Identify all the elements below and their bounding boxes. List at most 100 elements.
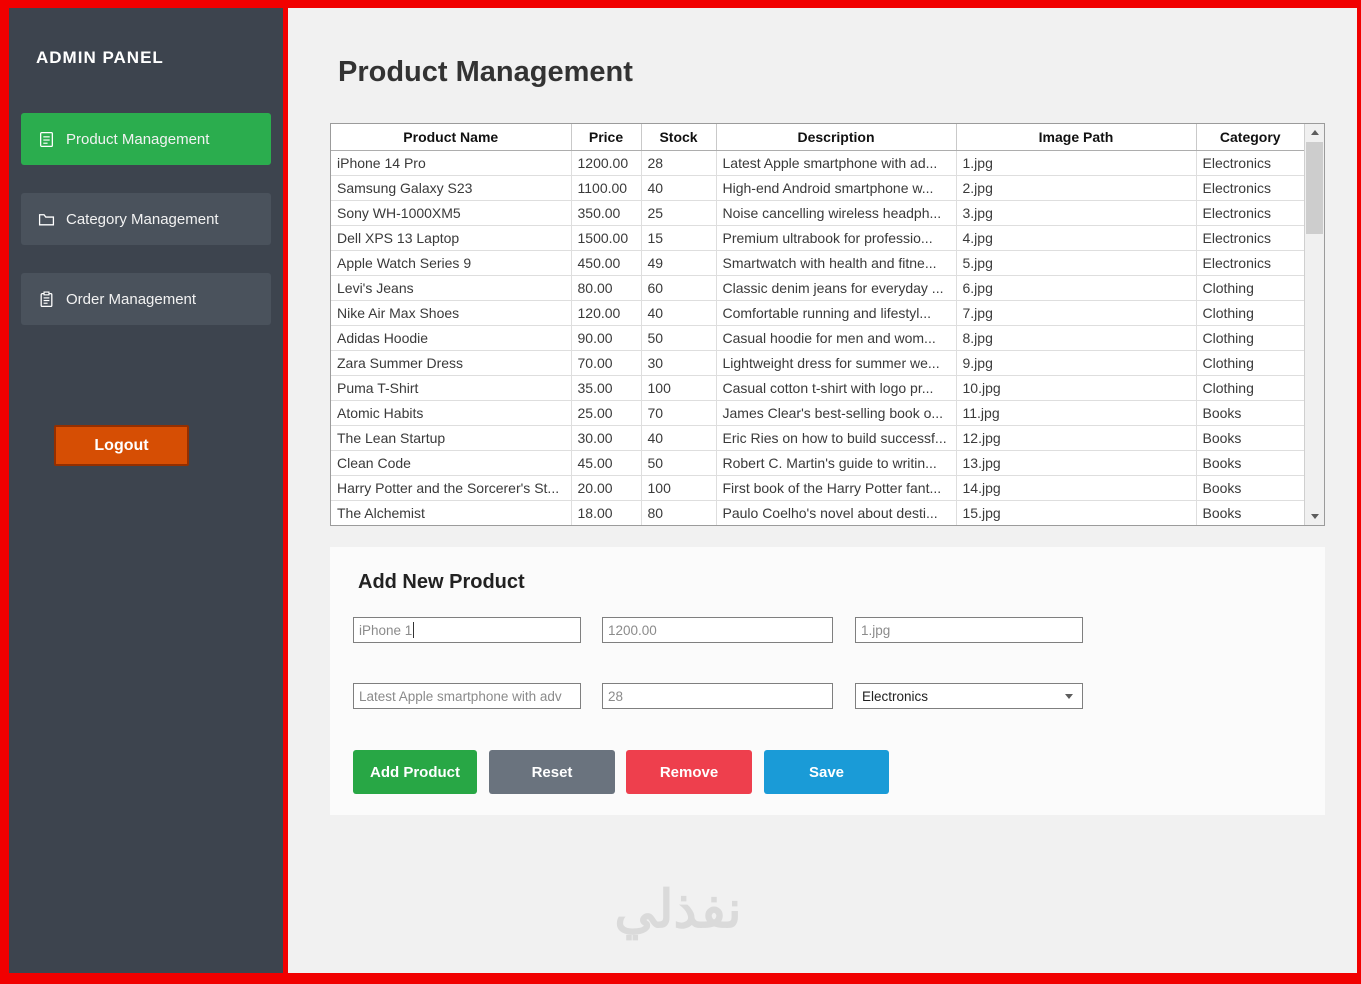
logout-button[interactable]: Logout: [54, 425, 189, 466]
table-cell[interactable]: Noise cancelling wireless headph...: [716, 200, 957, 226]
table-row[interactable]: Zara Summer Dress 70.00 30 Lightweight dres…: [331, 350, 1304, 376]
table-cell[interactable]: Harry Potter and the Sorcerer's St...: [331, 475, 572, 501]
column-header[interactable]: Description: [716, 124, 957, 151]
category-select[interactable]: Electronics: [855, 683, 1083, 709]
table-cell[interactable]: 40: [641, 175, 717, 201]
table-row[interactable]: Apple Watch Series 9 450.00 49 Smartwatch w…: [331, 250, 1304, 276]
table-cell[interactable]: 9.jpg: [956, 350, 1197, 376]
table-row[interactable]: Atomic Habits 25.00 70 James Clear's best-s…: [331, 400, 1304, 426]
table-cell[interactable]: Samsung Galaxy S23: [331, 175, 572, 201]
table-cell[interactable]: 7.jpg: [956, 300, 1197, 326]
table-cell[interactable]: Casual cotton t-shirt with logo pr...: [716, 375, 957, 401]
table-cell[interactable]: 25: [641, 200, 717, 226]
stock-input[interactable]: 28: [602, 683, 833, 709]
price-input[interactable]: 1200.00: [602, 617, 833, 643]
table-cell[interactable]: Zara Summer Dress: [331, 350, 572, 376]
add-product-button[interactable]: Add Product: [353, 750, 477, 794]
table-cell[interactable]: Puma T-Shirt: [331, 375, 572, 401]
table-row[interactable]: iPhone 14 Pro 1200.00 28 Latest Apple smart…: [331, 150, 1304, 176]
table-cell[interactable]: 8.jpg: [956, 325, 1197, 351]
table-cell[interactable]: Books: [1196, 475, 1304, 501]
table-cell[interactable]: Nike Air Max Shoes: [331, 300, 572, 326]
image-path-input[interactable]: 1.jpg: [855, 617, 1083, 643]
table-cell[interactable]: Casual hoodie for men and wom...: [716, 325, 957, 351]
table-cell[interactable]: Atomic Habits: [331, 400, 572, 426]
table-cell[interactable]: Clothing: [1196, 325, 1304, 351]
table-cell[interactable]: Electronics: [1196, 250, 1304, 276]
table-cell[interactable]: Classic denim jeans for everyday ...: [716, 275, 957, 301]
table-scrollbar[interactable]: [1304, 124, 1324, 525]
table-cell[interactable]: 1500.00: [571, 225, 642, 251]
sidebar-item-order-management[interactable]: Order Management: [21, 273, 271, 325]
table-cell[interactable]: Clothing: [1196, 300, 1304, 326]
table-cell[interactable]: Electronics: [1196, 150, 1304, 176]
table-row[interactable]: Clean Code 45.00 50 Robert C. Martin's guid…: [331, 450, 1304, 476]
table-cell[interactable]: Paulo Coelho's novel about desti...: [716, 500, 957, 525]
scroll-up-button[interactable]: [1305, 124, 1324, 141]
table-cell[interactable]: 12.jpg: [956, 425, 1197, 451]
table-cell[interactable]: 11.jpg: [956, 400, 1197, 426]
sidebar-item-category-management[interactable]: Category Management: [21, 193, 271, 245]
table-row[interactable]: The Lean Startup 30.00 40 Eric Ries on how …: [331, 425, 1304, 451]
table-cell[interactable]: 30.00: [571, 425, 642, 451]
table-cell[interactable]: 1.jpg: [956, 150, 1197, 176]
table-cell[interactable]: 4.jpg: [956, 225, 1197, 251]
table-row[interactable]: Harry Potter and the Sorcerer's St... 20.…: [331, 475, 1304, 501]
table-cell[interactable]: 13.jpg: [956, 450, 1197, 476]
column-header[interactable]: Stock: [641, 124, 717, 151]
table-cell[interactable]: 40: [641, 425, 717, 451]
table-cell[interactable]: 35.00: [571, 375, 642, 401]
table-cell[interactable]: Clothing: [1196, 350, 1304, 376]
table-cell[interactable]: High-end Android smartphone w...: [716, 175, 957, 201]
table-cell[interactable]: Apple Watch Series 9: [331, 250, 572, 276]
table-cell[interactable]: Clothing: [1196, 275, 1304, 301]
table-cell[interactable]: 15.jpg: [956, 500, 1197, 525]
table-cell[interactable]: James Clear's best-selling book o...: [716, 400, 957, 426]
table-cell[interactable]: Sony WH-1000XM5: [331, 200, 572, 226]
table-cell[interactable]: iPhone 14 Pro: [331, 150, 572, 176]
table-cell[interactable]: Eric Ries on how to build successf...: [716, 425, 957, 451]
table-cell[interactable]: Levi's Jeans: [331, 275, 572, 301]
table-cell[interactable]: 14.jpg: [956, 475, 1197, 501]
scroll-down-button[interactable]: [1305, 508, 1324, 525]
table-cell[interactable]: The Alchemist: [331, 500, 572, 525]
table-cell[interactable]: Smartwatch with health and fitne...: [716, 250, 957, 276]
table-cell[interactable]: 80.00: [571, 275, 642, 301]
table-cell[interactable]: 3.jpg: [956, 200, 1197, 226]
table-cell[interactable]: 70: [641, 400, 717, 426]
table-row[interactable]: Samsung Galaxy S23 1100.00 40 High-end Andr…: [331, 175, 1304, 201]
table-cell[interactable]: 50: [641, 450, 717, 476]
remove-button[interactable]: Remove: [626, 750, 752, 794]
table-cell[interactable]: Books: [1196, 500, 1304, 525]
sidebar-item-product-management[interactable]: Product Management: [21, 113, 271, 165]
table-cell[interactable]: Robert C. Martin's guide to writin...: [716, 450, 957, 476]
table-cell[interactable]: 30: [641, 350, 717, 376]
table-cell[interactable]: 18.00: [571, 500, 642, 525]
column-header[interactable]: Category: [1196, 124, 1304, 151]
table-cell[interactable]: 10.jpg: [956, 375, 1197, 401]
table-cell[interactable]: 28: [641, 150, 717, 176]
table-row[interactable]: Adidas Hoodie 90.00 50 Casual hoodie for me…: [331, 325, 1304, 351]
table-cell[interactable]: The Lean Startup: [331, 425, 572, 451]
table-cell[interactable]: Adidas Hoodie: [331, 325, 572, 351]
table-row[interactable]: The Alchemist 18.00 80 Paulo Coelho's novel…: [331, 500, 1304, 525]
product-name-input[interactable]: iPhone 1: [353, 617, 581, 643]
scrollbar-thumb[interactable]: [1306, 142, 1323, 234]
table-cell[interactable]: 450.00: [571, 250, 642, 276]
table-cell[interactable]: 40: [641, 300, 717, 326]
table-cell[interactable]: 49: [641, 250, 717, 276]
table-cell[interactable]: 90.00: [571, 325, 642, 351]
table-cell[interactable]: 1200.00: [571, 150, 642, 176]
table-cell[interactable]: 100: [641, 475, 717, 501]
table-row[interactable]: Sony WH-1000XM5 350.00 25 Noise cancelling …: [331, 200, 1304, 226]
table-cell[interactable]: 6.jpg: [956, 275, 1197, 301]
table-cell[interactable]: Books: [1196, 450, 1304, 476]
column-header[interactable]: Image Path: [956, 124, 1197, 151]
table-cell[interactable]: Clean Code: [331, 450, 572, 476]
reset-button[interactable]: Reset: [489, 750, 615, 794]
table-cell[interactable]: 2.jpg: [956, 175, 1197, 201]
column-header[interactable]: Price: [571, 124, 642, 151]
table-cell[interactable]: Electronics: [1196, 200, 1304, 226]
table-cell[interactable]: 1100.00: [571, 175, 642, 201]
table-cell[interactable]: 45.00: [571, 450, 642, 476]
